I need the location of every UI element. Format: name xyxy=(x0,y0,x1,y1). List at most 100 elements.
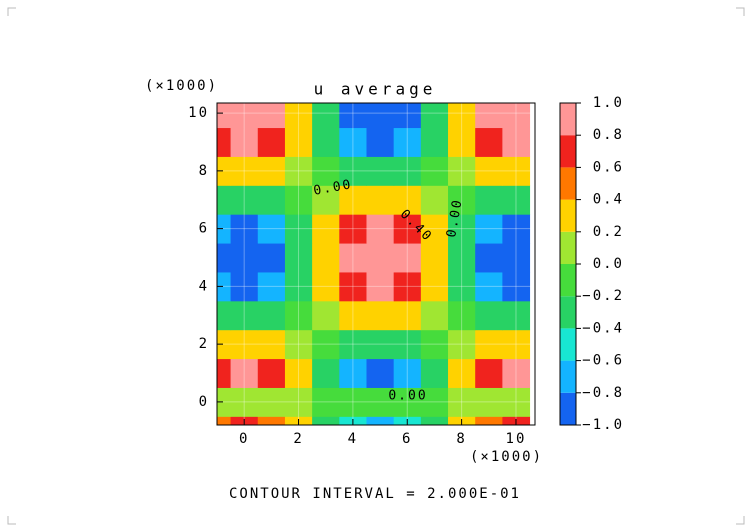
cell xyxy=(312,243,340,273)
cell xyxy=(366,156,395,186)
x-tick-label: 2 xyxy=(293,431,303,447)
cell xyxy=(230,387,259,417)
cell xyxy=(217,329,232,360)
cell xyxy=(366,387,395,417)
cell xyxy=(217,416,232,425)
cell xyxy=(217,271,232,302)
cell xyxy=(339,214,367,244)
cell xyxy=(366,329,395,360)
cell xyxy=(475,300,503,331)
cell xyxy=(420,329,449,360)
cell xyxy=(230,358,259,388)
cell xyxy=(312,271,340,302)
cell xyxy=(393,329,422,360)
cell xyxy=(257,271,286,302)
cell xyxy=(257,387,286,417)
cell xyxy=(475,243,503,273)
cell xyxy=(217,358,232,388)
cell xyxy=(502,127,531,157)
colorbar-label: 1.0 xyxy=(593,95,624,111)
cell xyxy=(257,358,286,388)
cell xyxy=(448,185,476,215)
cell xyxy=(284,329,313,360)
contour-label: 0.00 xyxy=(388,389,427,404)
cell xyxy=(502,387,531,417)
colorbar-label: −0.8 xyxy=(582,385,624,401)
cell xyxy=(420,214,449,244)
cell xyxy=(475,329,503,360)
cell xyxy=(284,156,313,186)
cell xyxy=(420,103,449,129)
x-tick-label: 6 xyxy=(402,431,412,447)
cell xyxy=(366,127,395,157)
cell xyxy=(475,156,503,186)
cell xyxy=(339,127,367,157)
cell xyxy=(393,127,422,157)
cell xyxy=(475,214,503,244)
y-tick-label: 0 xyxy=(199,394,209,410)
colorbar-label: −1.0 xyxy=(582,417,624,433)
cell xyxy=(230,243,259,273)
cell xyxy=(339,358,367,388)
cell xyxy=(448,271,476,302)
colorbar-segment xyxy=(560,264,576,297)
cell xyxy=(217,127,232,157)
cell xyxy=(366,416,395,425)
cell xyxy=(475,387,503,417)
cell xyxy=(284,185,313,215)
cell xyxy=(217,214,232,244)
cell xyxy=(393,156,422,186)
cell xyxy=(284,387,313,417)
cell xyxy=(448,329,476,360)
contour-label: 0.00 xyxy=(312,177,353,199)
colorbar-label: −0.6 xyxy=(582,353,624,369)
cell xyxy=(393,271,422,302)
cell xyxy=(448,243,476,273)
cell xyxy=(420,300,449,331)
corner-marks xyxy=(7,7,745,525)
cell xyxy=(312,214,340,244)
cell xyxy=(230,156,259,186)
cell xyxy=(284,103,313,129)
cell xyxy=(393,214,422,244)
cell xyxy=(312,300,340,331)
cell xyxy=(284,127,313,157)
colorbar-label: 0.0 xyxy=(593,256,624,272)
cell xyxy=(420,271,449,302)
cell xyxy=(502,243,531,273)
cell xyxy=(217,300,232,331)
cell xyxy=(339,300,367,331)
cell xyxy=(257,416,286,425)
x-tick-label: 10 xyxy=(506,431,527,447)
cell xyxy=(339,271,367,302)
cell xyxy=(339,156,367,186)
cell xyxy=(502,156,531,186)
y-multiplier: (×1000) xyxy=(145,78,218,94)
cell xyxy=(339,243,367,273)
cell xyxy=(257,243,286,273)
cell xyxy=(257,127,286,157)
cell xyxy=(366,358,395,388)
cell xyxy=(339,329,367,360)
cell xyxy=(393,300,422,331)
colorbar-segment xyxy=(560,360,576,393)
cell xyxy=(217,103,232,129)
cell xyxy=(420,243,449,273)
y-tick-label: 2 xyxy=(199,336,209,352)
cell xyxy=(230,329,259,360)
cell xyxy=(257,103,286,129)
cell xyxy=(448,103,476,129)
x-tick-label: 8 xyxy=(456,431,466,447)
cell xyxy=(502,300,531,331)
cell xyxy=(448,387,476,417)
colorbar-label: −0.4 xyxy=(582,320,624,336)
cell xyxy=(230,214,259,244)
cell xyxy=(284,271,313,302)
cell xyxy=(284,300,313,331)
cell xyxy=(230,127,259,157)
cell xyxy=(448,156,476,186)
cell xyxy=(366,243,395,273)
colorbar-segment xyxy=(560,167,576,200)
cell xyxy=(502,358,531,388)
cell xyxy=(230,185,259,215)
